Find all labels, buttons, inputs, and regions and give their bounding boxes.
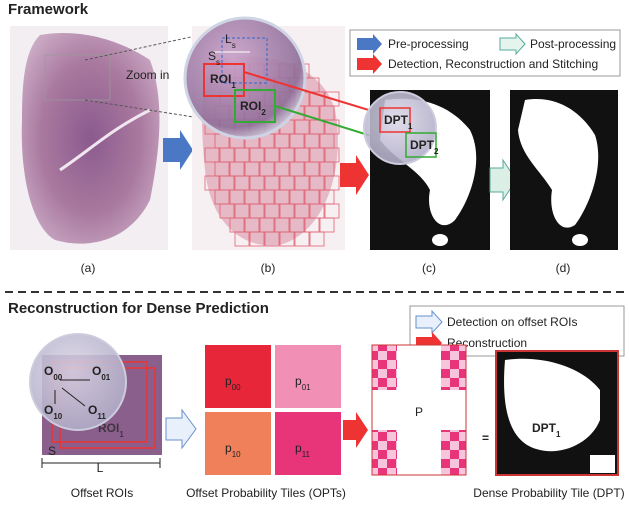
slide-image: Zoom in [10, 26, 169, 250]
final-map [510, 90, 618, 250]
l-label: L [97, 461, 104, 475]
caption: Offset Probability Tiles (OPTs) [186, 486, 346, 500]
caption: (a) [81, 261, 96, 275]
framework-title: Framework [8, 1, 89, 18]
caption: (d) [556, 261, 571, 275]
legend-label: Pre-processing [388, 37, 469, 51]
offset-roi-image: ROI1 L S O00 O01 O10 O11 [30, 334, 162, 475]
legend-label: Detection on offset ROIs [447, 315, 578, 329]
reconstruction-arrow [343, 412, 368, 448]
p-label: P [415, 405, 423, 419]
legend: Pre-processing Post-processing Detection… [350, 30, 620, 76]
figure: Framework Zoom in Ls Ss ROI1 ROI2 Pre-pr… [0, 0, 629, 507]
opt-tiles: p00 p01 p10 p11 [205, 345, 341, 475]
dense-tile: DPT1 [496, 351, 618, 475]
zoom-label: Zoom in [126, 68, 169, 82]
magnifier: Ls Ss ROI1 ROI2 [185, 18, 305, 138]
equals: = [482, 431, 489, 445]
legend-label: Post-processing [530, 37, 616, 51]
caption: (c) [422, 261, 436, 275]
caption: Offset ROIs [71, 486, 133, 500]
legend-label: Detection, Reconstruction and Stitching [388, 57, 598, 71]
stitched-tile: P [372, 345, 466, 475]
caption: (b) [261, 261, 276, 275]
caption: Dense Probability Tile (DPT) [473, 486, 624, 500]
reconstruction-title: Reconstruction for Dense Prediction [8, 300, 269, 317]
probability-map: DPT1 DPT2 [364, 90, 490, 250]
detection-arrow [166, 410, 196, 448]
s-label: S [48, 444, 56, 458]
